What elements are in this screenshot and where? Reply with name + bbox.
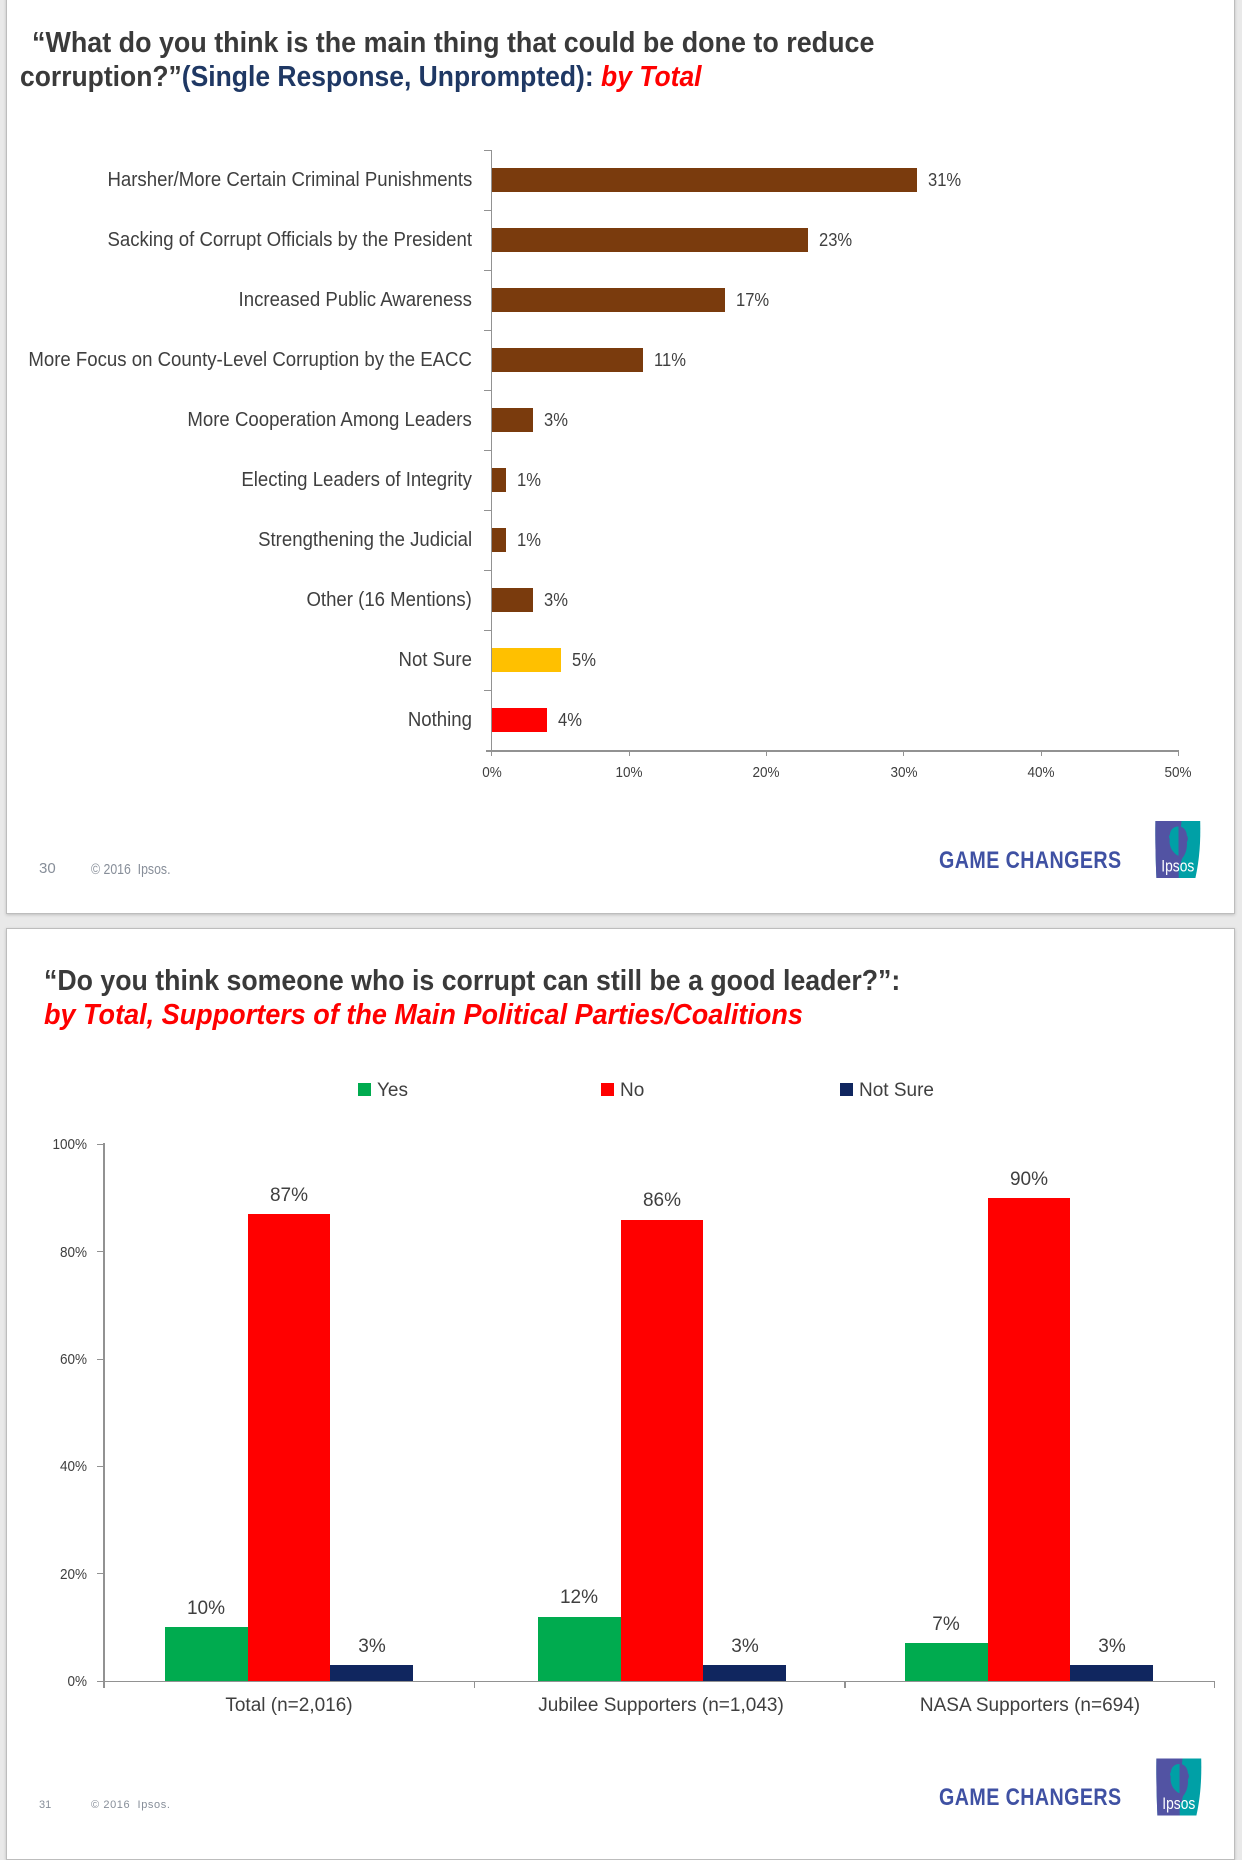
svg-text:Ipsos: Ipsos (1162, 1794, 1195, 1813)
svg-text:Ipsos: Ipsos (1161, 857, 1194, 876)
